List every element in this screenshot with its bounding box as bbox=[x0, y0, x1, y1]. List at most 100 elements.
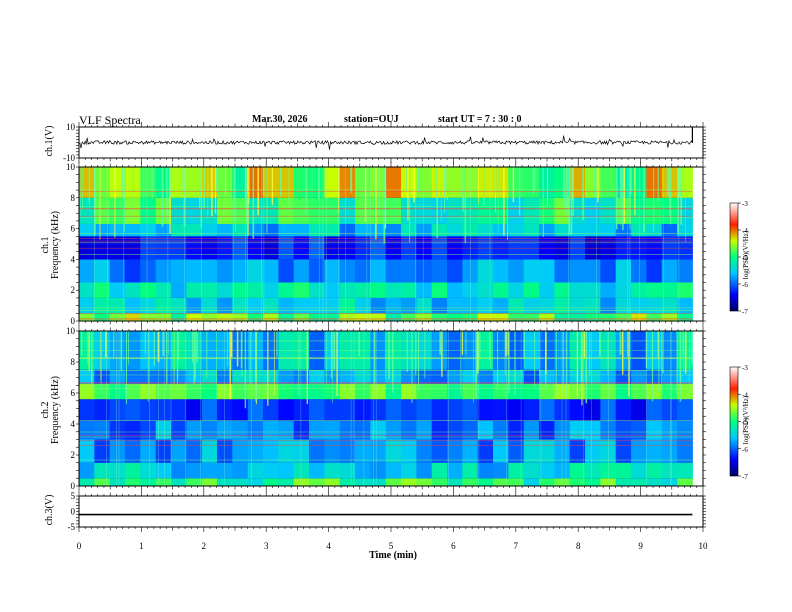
ch2-spectrogram-cell bbox=[79, 383, 95, 400]
ch1-spectrogram-cell bbox=[447, 313, 463, 321]
ch2-spectrogram-cell bbox=[217, 439, 233, 463]
ch1-spectrogram-cell bbox=[278, 313, 295, 321]
ch2-spectrogram-cell bbox=[523, 478, 540, 487]
ch1-spectrogram-cell bbox=[554, 259, 571, 283]
ch1-spectrogram-cell bbox=[569, 297, 586, 314]
ch2-spectrogram-cell bbox=[462, 383, 479, 400]
ch2-spectrogram-cell bbox=[309, 462, 325, 479]
ch2-spectrogram-cell bbox=[554, 369, 571, 384]
ch2-spectrogram-cell bbox=[508, 383, 525, 400]
ch2-spectrogram-cell bbox=[94, 420, 111, 440]
ch1-spectrogram-cell bbox=[309, 167, 325, 198]
ch2-spectrogram-cell bbox=[293, 420, 310, 440]
ch2-spectrogram-cell bbox=[355, 369, 371, 384]
ch2-spectrogram-cell bbox=[125, 420, 141, 440]
ch1-spectrogram-cell bbox=[155, 297, 172, 314]
ch1-spectrogram-cell bbox=[646, 297, 663, 314]
ch2-spectrogram-cell bbox=[646, 369, 663, 384]
ch2-spectrogram-cell bbox=[293, 462, 310, 479]
ch2-spectrogram-cell bbox=[508, 420, 525, 440]
ch1-spectrogram-cell bbox=[263, 224, 279, 237]
ch2-spectrogram-cell bbox=[431, 369, 448, 384]
ch1-spectrogram-cell bbox=[646, 282, 663, 298]
ch1-spectrogram-cell bbox=[140, 224, 157, 237]
ch2-spectrogram-cell bbox=[431, 399, 448, 421]
ch1-spectrogram-cell bbox=[493, 313, 509, 321]
ch1-spectrogram-cell bbox=[523, 297, 540, 314]
ch1-spectrogram-cell bbox=[217, 167, 233, 198]
ch1-spectrogram-cell bbox=[401, 259, 417, 283]
ch1-spectrogram-cell bbox=[539, 297, 555, 314]
ch2-spectrogram-cell bbox=[523, 399, 540, 421]
ch1-spectrogram-cell bbox=[171, 259, 187, 283]
ch1-spectrogram-cell bbox=[94, 259, 111, 283]
ch1-spectrogram-cell bbox=[661, 297, 678, 314]
ch1-spectrogram-cell bbox=[355, 259, 371, 283]
x-tick-label: 3 bbox=[264, 541, 269, 551]
ch1-spectrogram-cell bbox=[339, 197, 356, 224]
ch1-spectrogram-cell bbox=[125, 297, 141, 314]
ch1-spectrogram-cell bbox=[677, 282, 693, 298]
ch2-spectrogram-cell bbox=[263, 369, 279, 384]
ch1-spectrogram-cell bbox=[324, 224, 341, 237]
ch2-spectrogram-cell bbox=[416, 478, 433, 487]
ch1-spectrogram-cell bbox=[523, 224, 540, 237]
ch1-spectrogram-cell bbox=[293, 297, 310, 314]
colorbar-tick-label: -6 bbox=[742, 446, 748, 454]
ch1-spectrogram-cell bbox=[600, 297, 617, 314]
ch2-spectrogram-cell bbox=[324, 420, 341, 440]
ch2-spectrogram-cell bbox=[309, 369, 325, 384]
ch1-spectrogram-cell bbox=[508, 236, 525, 260]
ch1-spectrogram-cell bbox=[385, 282, 402, 298]
ch2-spectrogram-cell bbox=[447, 478, 463, 487]
ch2-spectrogram-cell bbox=[278, 399, 295, 421]
ch1-spectrogram-cell bbox=[508, 224, 525, 237]
ch1-spectrogram-cell bbox=[615, 282, 632, 298]
ch1-spectrogram-cell bbox=[539, 224, 555, 237]
ch1-spectrogram-cell bbox=[339, 282, 356, 298]
ch1-spectrogram-cell bbox=[339, 224, 356, 237]
ch2-spectrogram-cell bbox=[554, 478, 571, 487]
ch2-spectrogram-cell bbox=[615, 420, 632, 440]
ch2-spectrogram-cell bbox=[585, 383, 601, 400]
ch1-spectrogram-cell bbox=[324, 259, 341, 283]
ch2-spectrogram-cell bbox=[155, 420, 172, 440]
ch2-spectrogram-cell bbox=[94, 399, 111, 421]
ch1-spectrogram-cell bbox=[171, 313, 187, 321]
chart-title: VLF Spectra bbox=[79, 113, 141, 127]
ch2-spectrogram-cell bbox=[217, 383, 233, 400]
ch2-spectrogram-cell bbox=[477, 439, 494, 463]
ch2-spectrogram-cell bbox=[278, 369, 295, 384]
ch2-spectrogram-cell bbox=[355, 478, 371, 487]
ch2-spectrogram-cell bbox=[125, 399, 141, 421]
ch2-spectrogram-cell bbox=[416, 383, 433, 400]
ch1-spectrogram-cell bbox=[109, 259, 126, 283]
ch2-spectrogram-cell bbox=[293, 439, 310, 463]
ch2-spectrogram-cell bbox=[462, 478, 479, 487]
ch1-spectrogram-ylabel-line1: ch.1 bbox=[40, 237, 51, 254]
x-tick-label: 10 bbox=[699, 541, 709, 551]
ch1-spectrogram-cell bbox=[79, 297, 95, 314]
y-tick-label: 4 bbox=[71, 254, 76, 264]
x-tick-label: 6 bbox=[451, 541, 456, 551]
ch1-spectrogram-ylabel-line2: Frequency (kHz) bbox=[50, 211, 61, 279]
y-tick-label: 4 bbox=[71, 419, 76, 429]
ch1-spectrogram-cell bbox=[79, 224, 95, 237]
ch1-spectrogram-cell bbox=[631, 236, 647, 260]
ch1-spectrogram-cell bbox=[661, 282, 678, 298]
ch2-spectrogram-cell bbox=[523, 383, 540, 400]
ch2-spectrogram-cell bbox=[554, 439, 571, 463]
ch1-spectrogram-cell bbox=[79, 313, 95, 321]
ch1-spectrogram-cell bbox=[554, 313, 571, 321]
ch2-spectrogram-cell bbox=[385, 462, 402, 479]
ch1-spectrogram-cell bbox=[585, 236, 601, 260]
ch1-spectrogram-cell bbox=[600, 313, 617, 321]
ch2-spectrogram-cell bbox=[140, 462, 157, 479]
ch1-spectrogram-cell bbox=[477, 297, 494, 314]
ch2-spectrogram-cell bbox=[232, 420, 249, 440]
date-label: Mar.30, 2026 bbox=[252, 114, 308, 125]
ch1-spectrogram-cell bbox=[355, 224, 371, 237]
ch2-spectrogram-cell bbox=[385, 439, 402, 463]
ch1-spectrogram-cell bbox=[600, 167, 617, 198]
ch1-spectrogram-cell bbox=[539, 282, 555, 298]
